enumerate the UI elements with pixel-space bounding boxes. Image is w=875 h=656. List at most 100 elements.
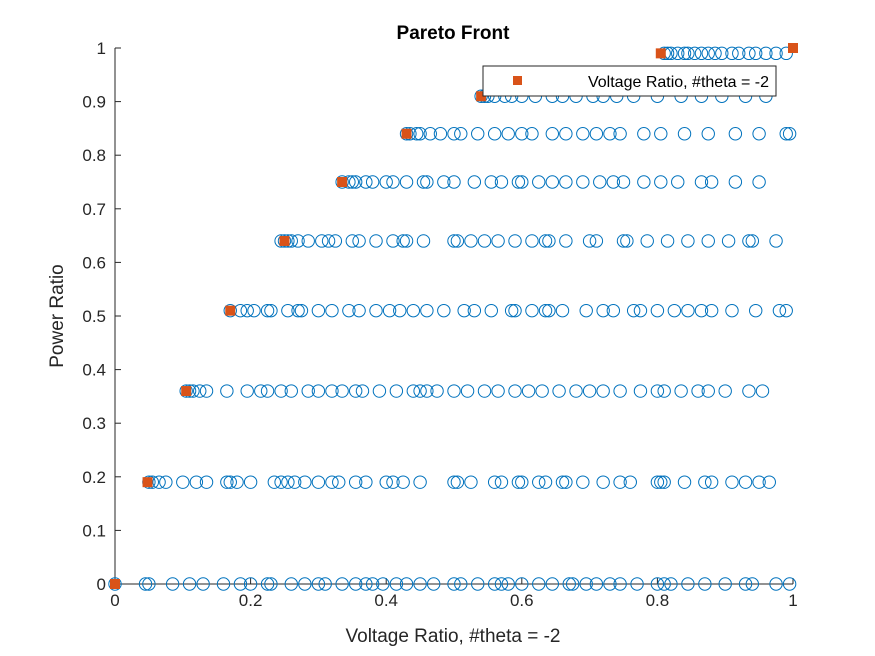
data-point	[437, 175, 451, 189]
data-point	[718, 384, 732, 398]
data-point	[399, 577, 414, 591]
x-tick-label: 1	[788, 591, 797, 610]
data-point	[667, 303, 682, 318]
data-point	[332, 475, 346, 489]
data-point	[243, 475, 258, 489]
data-point	[159, 475, 173, 489]
data-point	[182, 577, 197, 591]
data-point	[515, 577, 529, 591]
data-point	[603, 577, 617, 591]
x-tick-label: 0.8	[646, 591, 670, 610]
data-point	[742, 384, 756, 398]
data-point	[386, 234, 400, 248]
data-point	[582, 384, 597, 398]
data-point	[694, 303, 709, 318]
data-point	[291, 303, 305, 318]
data-point	[420, 175, 434, 189]
data-point	[640, 234, 654, 248]
data-point	[325, 475, 339, 489]
data-point	[582, 234, 597, 248]
data-point	[508, 303, 522, 318]
data-point	[749, 303, 763, 318]
data-point	[501, 127, 515, 141]
data-point	[108, 577, 122, 591]
data-point	[138, 577, 153, 591]
data-point	[477, 384, 492, 398]
x-axis-label: Voltage Ratio, #theta = -2	[346, 626, 561, 647]
data-point	[633, 384, 648, 398]
data-point	[447, 234, 461, 248]
data-point	[532, 475, 546, 489]
data-point	[687, 46, 702, 61]
data-point	[674, 384, 688, 398]
data-point	[664, 577, 678, 591]
data-point	[704, 475, 719, 489]
data-point	[348, 475, 363, 489]
data-point	[589, 234, 604, 248]
data-point	[454, 577, 468, 591]
data-point	[525, 303, 539, 318]
data-point	[267, 475, 282, 489]
data-point	[606, 303, 621, 318]
data-point	[613, 577, 627, 591]
data-point	[274, 384, 288, 398]
data-point	[311, 475, 326, 489]
data-point	[352, 303, 366, 318]
data-point	[399, 234, 414, 248]
data-point	[715, 46, 729, 61]
data-point	[545, 127, 560, 141]
data-point	[596, 475, 610, 489]
data-point	[420, 384, 434, 398]
data-point	[348, 175, 363, 189]
data-point	[176, 475, 190, 489]
legend-label: Voltage Ratio, #theta = -2	[588, 74, 769, 91]
data-point	[372, 384, 387, 398]
data-point	[623, 475, 637, 489]
data-point	[240, 384, 254, 398]
data-point	[484, 175, 498, 189]
data-point	[613, 384, 627, 398]
data-point	[450, 234, 465, 248]
data-point	[752, 475, 766, 489]
data-point	[603, 127, 617, 141]
data-point	[681, 577, 695, 591]
data-point	[264, 577, 278, 591]
data-point	[626, 303, 641, 318]
data-point	[382, 303, 397, 318]
data-point	[576, 127, 590, 141]
data-point	[681, 234, 695, 248]
data-point	[433, 127, 448, 141]
data-point	[393, 303, 407, 318]
data-point	[650, 384, 665, 398]
data-point	[484, 303, 498, 318]
data-point	[701, 384, 715, 398]
data-point	[318, 577, 332, 591]
data-point	[555, 303, 570, 318]
data-point	[311, 303, 326, 318]
data-point	[725, 303, 739, 318]
data-point	[728, 175, 743, 189]
data-point	[677, 46, 692, 61]
data-point	[487, 127, 502, 141]
data-point	[464, 234, 478, 248]
data-point	[379, 475, 393, 489]
data-point	[538, 303, 553, 318]
data-point	[406, 303, 421, 318]
data-point	[698, 475, 712, 489]
data-point	[220, 475, 234, 489]
data-point	[369, 234, 383, 248]
open-circle-points	[108, 46, 797, 591]
pareto-point	[655, 48, 666, 59]
data-point	[142, 577, 156, 591]
data-point	[494, 577, 509, 591]
data-point	[399, 175, 414, 189]
y-tick-label: 0.9	[82, 93, 106, 112]
data-point	[379, 175, 393, 189]
x-tick-label: 0.6	[510, 591, 534, 610]
data-point	[559, 127, 573, 141]
legend: Voltage Ratio, #theta = -2	[482, 65, 777, 97]
data-point	[708, 46, 722, 61]
data-point	[657, 384, 671, 398]
data-point	[376, 577, 390, 591]
